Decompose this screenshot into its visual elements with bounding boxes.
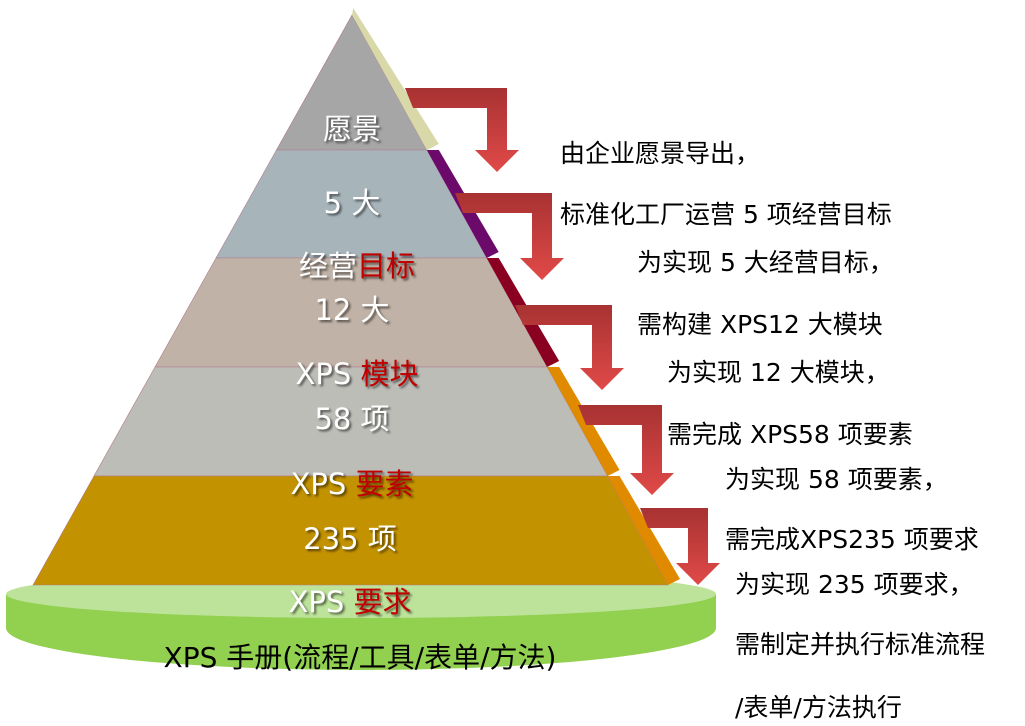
bent-arrow-1 <box>405 88 519 172</box>
bent-arrow-2 <box>455 193 564 280</box>
level-2-label-line1: 5 大 <box>323 186 381 220</box>
level-4-label-line1: 58 项 <box>314 402 390 436</box>
description-line: 为实现 58 项要素， <box>725 465 948 494</box>
level-4-label-line2: XPS 要素 <box>290 467 414 501</box>
pyramid-edge-1 <box>352 8 439 150</box>
description-line: /表单/方法执行 <box>735 693 902 722</box>
description-line: 需完成 XPS58 项要素 <box>667 420 913 449</box>
description-line: 为实现 12 大模块， <box>667 358 890 387</box>
description-line: 为实现 235 项要求， <box>735 570 974 599</box>
description-line: 为实现 5 大经营目标， <box>637 248 894 277</box>
level-1-label: 愿景 <box>322 112 382 146</box>
level-3-label-line2: XPS 模块 <box>295 357 419 391</box>
description-line: 需制定并执行标准流程 <box>735 630 986 659</box>
base-label: XPS 手册(流程/工具/表单/方法) <box>163 641 557 674</box>
level-5-label-line2: XPS 要求 <box>288 585 412 619</box>
description-line: 标准化工厂运营 5 项经营目标 <box>560 200 892 229</box>
description-line: 需完成XPS235 项要求 <box>725 525 979 554</box>
pyramid-edge-4 <box>547 367 620 476</box>
level-5-label-line1: 235 项 <box>303 522 397 556</box>
level-3-label-line1: 12 大 <box>314 293 390 327</box>
bent-arrow-3 <box>515 305 624 390</box>
description-line: 由企业愿景导出， <box>560 139 761 168</box>
level-2-label-line2: 经营目标 <box>298 249 416 283</box>
bent-arrow-5 <box>640 508 720 585</box>
bent-arrow-4 <box>578 405 674 495</box>
pyramid-edge-5 <box>607 476 680 585</box>
description-line: 需构建 XPS12 大模块 <box>637 310 883 339</box>
